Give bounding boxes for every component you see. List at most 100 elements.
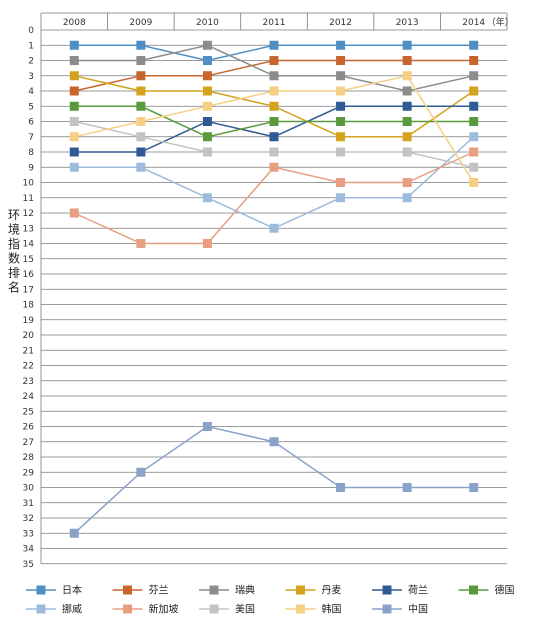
data-point-荷兰-2012 <box>336 101 346 111</box>
legend-item-日本: 日本 <box>26 584 82 597</box>
y-axis-label-char-1: 境 <box>8 222 20 237</box>
data-point-中国-2009 <box>136 467 146 477</box>
legend-marker-挪威 <box>36 604 46 614</box>
y-tick-label-0: 0 <box>28 26 34 36</box>
data-point-美国-2009 <box>136 132 146 142</box>
legend-label-美国: 美国 <box>235 603 255 616</box>
series-line-瑞典 <box>74 44 474 92</box>
x-axis-unit: （年） <box>487 16 514 28</box>
data-point-荷兰-2011 <box>269 132 279 142</box>
legend-marker-韩国 <box>296 604 305 614</box>
y-tick-label-2: 2 <box>28 57 34 67</box>
y-tick-label-13: 13 <box>23 224 34 234</box>
data-point-新加坡-2008 <box>69 208 79 218</box>
data-point-德国-2013 <box>402 117 412 126</box>
legend-label-新加坡: 新加坡 <box>149 603 179 616</box>
y-tick-label-11: 11 <box>23 194 34 204</box>
data-point-新加坡-2011 <box>269 162 279 172</box>
data-point-日本-2011 <box>269 40 279 50</box>
series-瑞典 <box>69 40 479 96</box>
data-point-挪威-2013 <box>402 193 412 203</box>
y-tick-label-3: 3 <box>28 72 34 82</box>
y-tick-label-30: 30 <box>23 484 35 494</box>
data-point-德国-2012 <box>336 117 346 126</box>
data-point-丹麦-2012 <box>336 132 346 142</box>
legend-label-挪威: 挪威 <box>62 603 82 616</box>
y-tick-label-17: 17 <box>23 285 34 295</box>
data-point-中国-2008 <box>69 528 79 538</box>
series-芬兰 <box>69 56 479 96</box>
legend-label-丹麦: 丹麦 <box>322 585 342 597</box>
y-tick-label-4: 4 <box>28 87 34 97</box>
data-point-瑞典-2008 <box>69 56 79 65</box>
data-point-瑞典-2011 <box>269 71 279 81</box>
legend-marker-瑞典 <box>209 585 219 595</box>
y-tick-label-6: 6 <box>28 118 34 128</box>
y-tick-label-9: 9 <box>28 163 34 173</box>
data-point-韩国-2013 <box>402 71 412 81</box>
y-tick-label-1: 1 <box>28 41 34 51</box>
data-point-瑞典-2009 <box>136 56 146 65</box>
legend-item-挪威: 挪威 <box>26 603 82 616</box>
data-point-德国-2009 <box>136 101 146 111</box>
legend-label-德国: 德国 <box>495 584 515 597</box>
data-point-芬兰-2010 <box>202 71 212 81</box>
data-point-美国-2008 <box>69 117 79 126</box>
data-point-德国-2014 <box>469 117 479 126</box>
data-point-中国-2013 <box>402 483 412 492</box>
data-point-荷兰-2008 <box>69 147 79 157</box>
data-point-日本-2010 <box>202 56 212 65</box>
data-point-德国-2008 <box>69 101 79 111</box>
y-tick-label-24: 24 <box>23 392 35 402</box>
x-tick-label-2013: 2013 <box>396 18 419 28</box>
data-point-芬兰-2011 <box>269 56 279 65</box>
legend-marker-新加坡 <box>123 604 132 614</box>
data-point-芬兰-2008 <box>69 86 79 96</box>
data-point-日本-2014 <box>469 40 479 50</box>
series-新加坡 <box>69 147 479 248</box>
data-point-新加坡-2012 <box>336 178 346 187</box>
legend-item-丹麦: 丹麦 <box>285 585 342 597</box>
y-tick-label-20: 20 <box>23 331 35 341</box>
series-line-荷兰 <box>74 105 474 153</box>
y-tick-label-29: 29 <box>23 468 35 478</box>
y-axis-label-char-5: 名 <box>8 280 20 295</box>
data-point-德国-2011 <box>269 117 279 126</box>
data-point-美国-2011 <box>269 147 279 157</box>
data-point-新加坡-2010 <box>202 239 212 248</box>
data-point-挪威-2008 <box>69 162 79 172</box>
data-point-荷兰-2014 <box>469 101 479 111</box>
data-point-美国-2010 <box>202 147 212 157</box>
y-tick-label-31: 31 <box>23 499 34 509</box>
y-axis-label-char-2: 指 <box>8 236 20 251</box>
data-point-韩国-2008 <box>69 132 79 142</box>
x-tick-label-2010: 2010 <box>196 18 219 28</box>
data-point-日本-2012 <box>336 40 346 50</box>
data-point-荷兰-2009 <box>136 147 146 157</box>
legend-item-韩国: 韩国 <box>285 603 342 616</box>
series-丹麦 <box>69 71 479 142</box>
y-tick-label-34: 34 <box>23 545 35 555</box>
y-axis-label-char-3: 数 <box>8 251 20 266</box>
y-tick-label-23: 23 <box>23 377 34 387</box>
y-tick-label-19: 19 <box>23 316 35 326</box>
legend-marker-芬兰 <box>123 585 132 595</box>
legend-item-德国: 德国 <box>458 584 515 597</box>
data-point-丹麦-2009 <box>136 86 146 96</box>
y-tick-label-27: 27 <box>23 438 34 448</box>
series-layer <box>69 40 479 538</box>
legend-label-日本: 日本 <box>62 584 82 597</box>
grid-layer <box>40 12 508 565</box>
data-point-芬兰-2013 <box>402 56 412 65</box>
legend-label-芬兰: 芬兰 <box>149 584 169 597</box>
data-point-韩国-2009 <box>136 117 146 126</box>
y-tick-label-15: 15 <box>23 255 34 265</box>
data-point-韩国-2014 <box>469 178 479 187</box>
y-axis-label-char-4: 排 <box>8 266 20 280</box>
data-point-韩国-2010 <box>202 101 212 111</box>
data-point-韩国-2011 <box>269 86 279 96</box>
axis-layer: 0123456789101112131415161718192021222324… <box>23 16 514 570</box>
legend-label-瑞典: 瑞典 <box>235 584 255 597</box>
y-axis-label-char-0: 环 <box>8 208 20 222</box>
